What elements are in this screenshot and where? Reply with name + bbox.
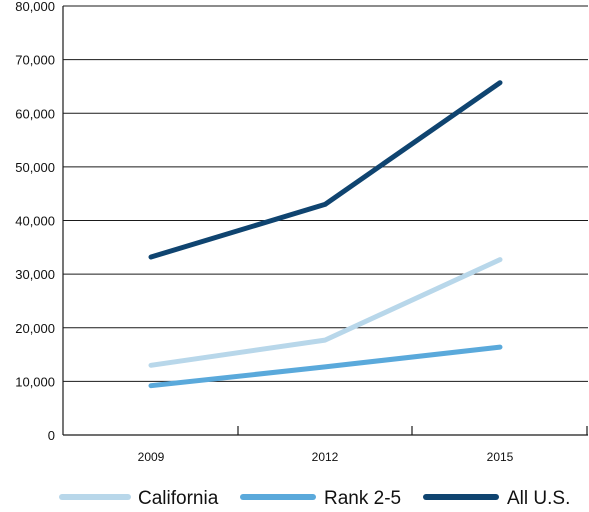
legend-label: Rank 2-5 (324, 488, 401, 509)
y-tick-label: 0 (48, 428, 55, 443)
y-tick-label: 30,000 (15, 267, 55, 282)
x-tick-label: 2012 (312, 450, 339, 464)
x-tick-label: 2015 (487, 450, 514, 464)
y-tick-label: 80,000 (15, 0, 55, 14)
y-tick-label: 40,000 (15, 214, 55, 229)
legend-label: California (138, 488, 219, 509)
series-line-2 (148, 80, 503, 260)
series-line-0 (148, 257, 503, 368)
x-axis-tick-labels: 2009 2012 2015 (138, 450, 514, 464)
series-lines (148, 80, 503, 389)
x-tick-label: 2009 (138, 450, 165, 464)
legend-label: All U.S. (507, 488, 570, 509)
gridlines (63, 5, 588, 382)
y-axis-tick-labels: 0 10,000 20,000 30,000 40,000 50,000 60,000 70,… (15, 0, 55, 443)
axes (62, 6, 588, 436)
y-tick-label: 50,000 (15, 160, 55, 175)
y-tick-label: 70,000 (15, 53, 55, 68)
series-line-1 (148, 344, 503, 389)
y-tick-label: 10,000 (15, 374, 55, 389)
y-tick-label: 60,000 (15, 106, 55, 121)
legend: California Rank 2-5 All U.S. (59, 488, 570, 509)
y-tick-label: 20,000 (15, 321, 55, 336)
